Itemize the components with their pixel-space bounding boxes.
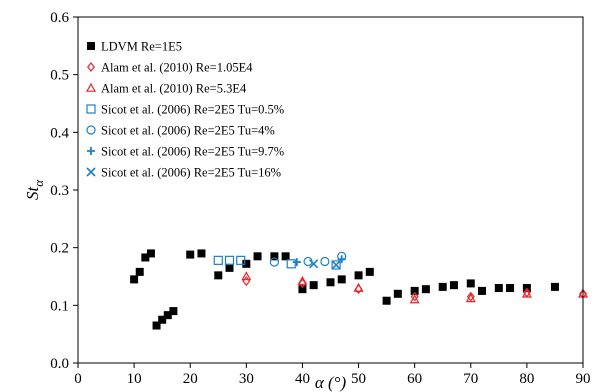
legend-marker: [86, 125, 96, 135]
data-point: [298, 285, 307, 294]
legend-marker: [86, 104, 96, 114]
legend-label: Sicot et al. (2006) Re=2E5 Tu=9.7%: [101, 145, 284, 159]
data-point: [130, 275, 139, 284]
data-point: [225, 263, 234, 272]
data-point: [236, 255, 246, 265]
legend-marker: [87, 42, 95, 50]
legend-label: Alam et al. (2010) Re=1.05E4: [101, 61, 253, 75]
x-tick-label: 80: [519, 371, 534, 387]
axis-ticks: 0 10 20 30 40 50 60 70 80 90 0.0 0.1 0.2 0.3 0.4 0.5 0.6: [50, 10, 590, 387]
data-point: [410, 291, 419, 302]
data-point: [169, 307, 178, 316]
series-6: [309, 259, 341, 270]
x-tick-label: 90: [576, 371, 591, 387]
data-point: [521, 288, 532, 298]
legend-label: Sicot et al. (2006) Re=2E5 Tu=4%: [101, 124, 275, 138]
data-point: [309, 281, 318, 290]
series-3: [213, 255, 341, 270]
data-point: [292, 258, 301, 267]
series-2: [241, 271, 589, 304]
data-point: [163, 311, 172, 320]
data-point: [353, 282, 364, 292]
y-tick-label: 0.6: [50, 10, 69, 26]
y-tick-label: 0.0: [50, 356, 69, 372]
data-point: [281, 252, 290, 261]
data-point: [466, 291, 475, 302]
data-point: [365, 267, 374, 276]
x-tick-label: 60: [407, 371, 422, 387]
data-point: [197, 249, 206, 258]
data-point: [241, 271, 252, 281]
x-tick-label: 10: [127, 371, 142, 387]
data-point: [331, 260, 341, 270]
x-axis-title: α (°): [315, 373, 347, 392]
data-point: [152, 321, 161, 330]
data-point: [331, 260, 341, 270]
legend-label: LDVM Re=1E5: [101, 40, 182, 54]
data-point: [320, 256, 330, 267]
data-point: [214, 271, 223, 280]
data-point: [354, 271, 363, 280]
data-point: [158, 315, 167, 324]
x-tick-label: 50: [351, 371, 366, 387]
data-point: [253, 252, 262, 261]
data-point: [135, 267, 144, 276]
legend-label: Alam et al. (2010) Re=5.3E4: [101, 82, 247, 96]
data-point: [478, 286, 486, 295]
data-point: [494, 284, 503, 293]
y-axis-title: Stα: [23, 179, 46, 200]
data-point: [213, 255, 223, 265]
data-point: [269, 257, 279, 267]
data-point: [466, 279, 475, 288]
data-point: [141, 253, 150, 262]
legend-label: Sicot et al. (2006) Re=2E5 Tu=16%: [101, 166, 281, 180]
data-point: [550, 282, 559, 291]
y-tick-label: 0.4: [50, 125, 69, 141]
series-5: [292, 255, 346, 267]
data-point: [242, 259, 251, 268]
y-tick-label: 0.3: [50, 183, 69, 199]
data-point: [410, 286, 419, 295]
legend-marker: [85, 82, 97, 92]
x-tick-label: 30: [239, 371, 254, 387]
data-point: [506, 284, 515, 293]
data-point: [337, 275, 346, 284]
data-point: [465, 293, 476, 303]
x-tick-label: 0: [74, 371, 82, 387]
legend: LDVM Re=1E5 Alam et al. (2010) Re=1.05E4 A…: [85, 40, 284, 180]
y-tick-label: 0.5: [50, 68, 69, 84]
data-point: [270, 252, 279, 261]
x-tick-label: 70: [463, 371, 478, 387]
y-tick-label: 0.1: [50, 298, 69, 314]
data-point: [286, 259, 296, 269]
data-point: [326, 278, 335, 287]
legend-marker: [87, 147, 95, 155]
data-point: [449, 281, 458, 290]
series-0: [130, 249, 559, 330]
y-tick-label: 0.2: [50, 241, 69, 257]
x-tick-label: 20: [183, 371, 198, 387]
legend-marker: [86, 167, 96, 177]
data-marks: [130, 249, 589, 330]
data-point: [409, 294, 420, 304]
data-point: [309, 259, 319, 269]
data-point: [186, 250, 195, 259]
data-point: [421, 285, 430, 294]
data-point: [224, 255, 235, 265]
data-point: [146, 249, 155, 258]
data-point: [337, 255, 346, 264]
data-point: [382, 296, 391, 305]
data-point: [297, 275, 308, 285]
data-point: [242, 276, 251, 287]
data-point: [438, 282, 447, 291]
legend-label: Sicot et al. (2006) Re=2E5 Tu=0.5%: [101, 103, 284, 117]
data-point: [393, 289, 402, 298]
legend-marker: [87, 62, 95, 72]
x-tick-label: 40: [295, 371, 310, 387]
